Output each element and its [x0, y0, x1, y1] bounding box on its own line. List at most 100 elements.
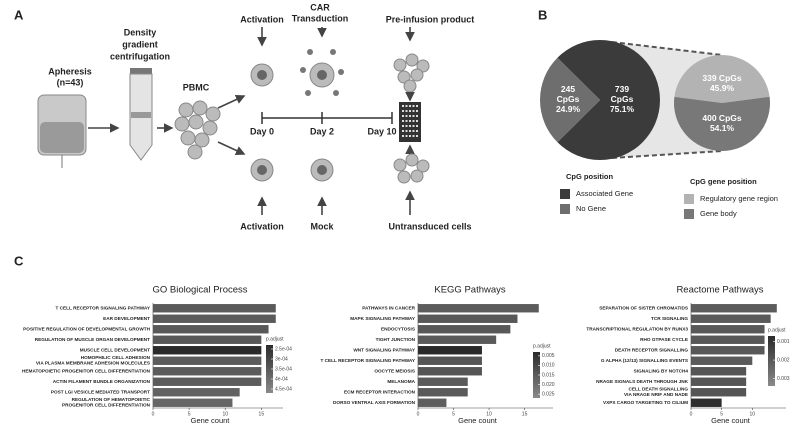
legend-swatch — [560, 189, 570, 199]
x-tick-label: 5 — [720, 411, 723, 417]
bar — [691, 325, 765, 334]
legend-title: CpG gene position — [690, 177, 757, 186]
colorbar-tick-label: 0.002 — [777, 357, 790, 363]
category-label: TCR SIGNALING — [651, 316, 688, 321]
category-label: WNT SIGNALING PATHWAY — [353, 347, 416, 352]
colorbar-tick-label: 0.010 — [542, 363, 555, 369]
x-tick-label: 10 — [486, 411, 492, 417]
category-label: ACTIN FILAMENT BUNDLE ORGANIZATION — [53, 379, 151, 384]
bar — [691, 335, 765, 344]
x-tick-label: 10 — [750, 411, 756, 417]
x-tick-label: 5 — [452, 411, 455, 417]
category-label: OOCYTE MEIOSIS — [374, 368, 415, 373]
day-label: Day 0 — [250, 126, 274, 136]
bar — [153, 304, 276, 313]
day-label: Day 10 — [367, 126, 396, 136]
slice-label: 400 CpGs 54.1% — [702, 113, 741, 133]
colorbar-title: p.adjust — [266, 336, 284, 342]
bar — [153, 335, 262, 344]
colorbar-tick-label: 0.025 — [542, 391, 555, 397]
slice-label: 245 CpGs 24.9% — [556, 84, 581, 114]
tube-cap — [130, 68, 152, 74]
colorbar-tick-label: 2.5e-04 — [275, 346, 292, 352]
colorbar-title: p.adjust — [768, 327, 786, 333]
bar — [691, 377, 747, 386]
colorbar-tick-label: 4e-04 — [275, 376, 288, 382]
label: Pre-infusion product — [386, 14, 475, 24]
label: Activation — [240, 221, 284, 231]
bar — [691, 346, 765, 355]
nucleus — [257, 165, 267, 175]
bar — [691, 388, 747, 397]
arrow — [217, 141, 246, 156]
category-label: MUSCLE CELL DEVELOPMENT — [80, 347, 150, 352]
category-label: ECM RECEPTOR INTERACTION — [344, 389, 416, 394]
bar — [418, 367, 482, 376]
label: Activation — [240, 14, 284, 24]
legend-label: Associated Gene — [576, 189, 633, 198]
colorbar-tick-label: 3.5e-04 — [275, 366, 292, 372]
bar — [418, 388, 468, 397]
category-label: G ALPHA (12/13) SIGNALLING EVENTS — [601, 358, 688, 363]
pie-slice — [674, 55, 770, 103]
x-tick-label: 10 — [222, 411, 228, 417]
bar — [691, 367, 747, 376]
colorbar-tick-label: 0.015 — [542, 372, 555, 378]
bar — [153, 314, 276, 323]
label: (n=43) — [57, 77, 84, 87]
category-label: ENDOCYTOSIS — [381, 326, 415, 331]
nucleus — [257, 70, 267, 80]
x-tick-label: 0 — [417, 411, 420, 417]
colorbar — [533, 352, 540, 398]
label: Mock — [310, 221, 334, 231]
colorbar-tick-label: 0.005 — [542, 353, 555, 359]
product-cluster — [393, 53, 430, 93]
chart-title: Reactome Pathways — [676, 285, 763, 296]
category-label: SEPARATION OF SISTER CHROMATIDS — [599, 305, 688, 310]
panel-a: A Apheresis (n=43) Density gradient cent… — [14, 2, 474, 231]
bar — [418, 325, 511, 334]
bar — [418, 398, 447, 407]
label: Density — [124, 27, 157, 37]
panel-letter: C — [14, 253, 24, 268]
arrow — [217, 94, 246, 109]
colorbar-tick-label: 0.001 — [777, 339, 790, 345]
bar — [691, 398, 722, 407]
pie-slice — [673, 96, 771, 152]
colorbar — [768, 336, 775, 386]
x-tick-label: 5 — [188, 411, 191, 417]
label: Transduction — [292, 13, 349, 23]
colorbar-tick-label: 4.5e-04 — [275, 386, 292, 392]
slice-label: 339 CpGs 45.9% — [702, 73, 741, 93]
bag-fill — [40, 122, 84, 153]
category-label: EAR DEVELOPMENT — [103, 316, 150, 321]
label: PBMC — [183, 82, 210, 92]
category-label: MELANOMA — [387, 379, 415, 384]
bar — [153, 367, 262, 376]
x-tick-label: 15 — [522, 411, 528, 417]
legend-swatch — [684, 209, 694, 219]
category-label: NRAGE SIGNALS DEATH THROUGH JNK — [596, 379, 688, 384]
panel-letter: A — [14, 7, 24, 22]
bar — [153, 346, 262, 355]
label: gradient — [122, 39, 158, 49]
category-label: PATHWAYS IN CANCER — [362, 305, 415, 310]
chart-title: GO Biological Process — [152, 285, 247, 296]
pie-slice — [557, 40, 660, 160]
bar — [418, 335, 497, 344]
category-label: MAPK SIGNALING PATHWAY — [350, 316, 416, 321]
legend-title: CpG position — [566, 172, 613, 181]
bar — [691, 356, 753, 365]
bar — [418, 377, 468, 386]
pbmc-cluster — [174, 100, 221, 160]
legend-swatch — [684, 194, 694, 204]
tube-layer — [131, 112, 151, 118]
nucleus — [317, 165, 327, 175]
x-tick-label: 0 — [152, 411, 155, 417]
category-label: REGULATION OF HEMATOPOIETIC PROGENITOR CE… — [62, 397, 151, 407]
category-label: TRANSCRIPTIONAL REGULATION BY RUNX3 — [586, 326, 688, 331]
category-label: RHO GTPASE CYCLE — [640, 337, 688, 342]
x-axis-label: Gene count — [711, 416, 751, 424]
x-axis-label: Gene count — [191, 416, 231, 424]
